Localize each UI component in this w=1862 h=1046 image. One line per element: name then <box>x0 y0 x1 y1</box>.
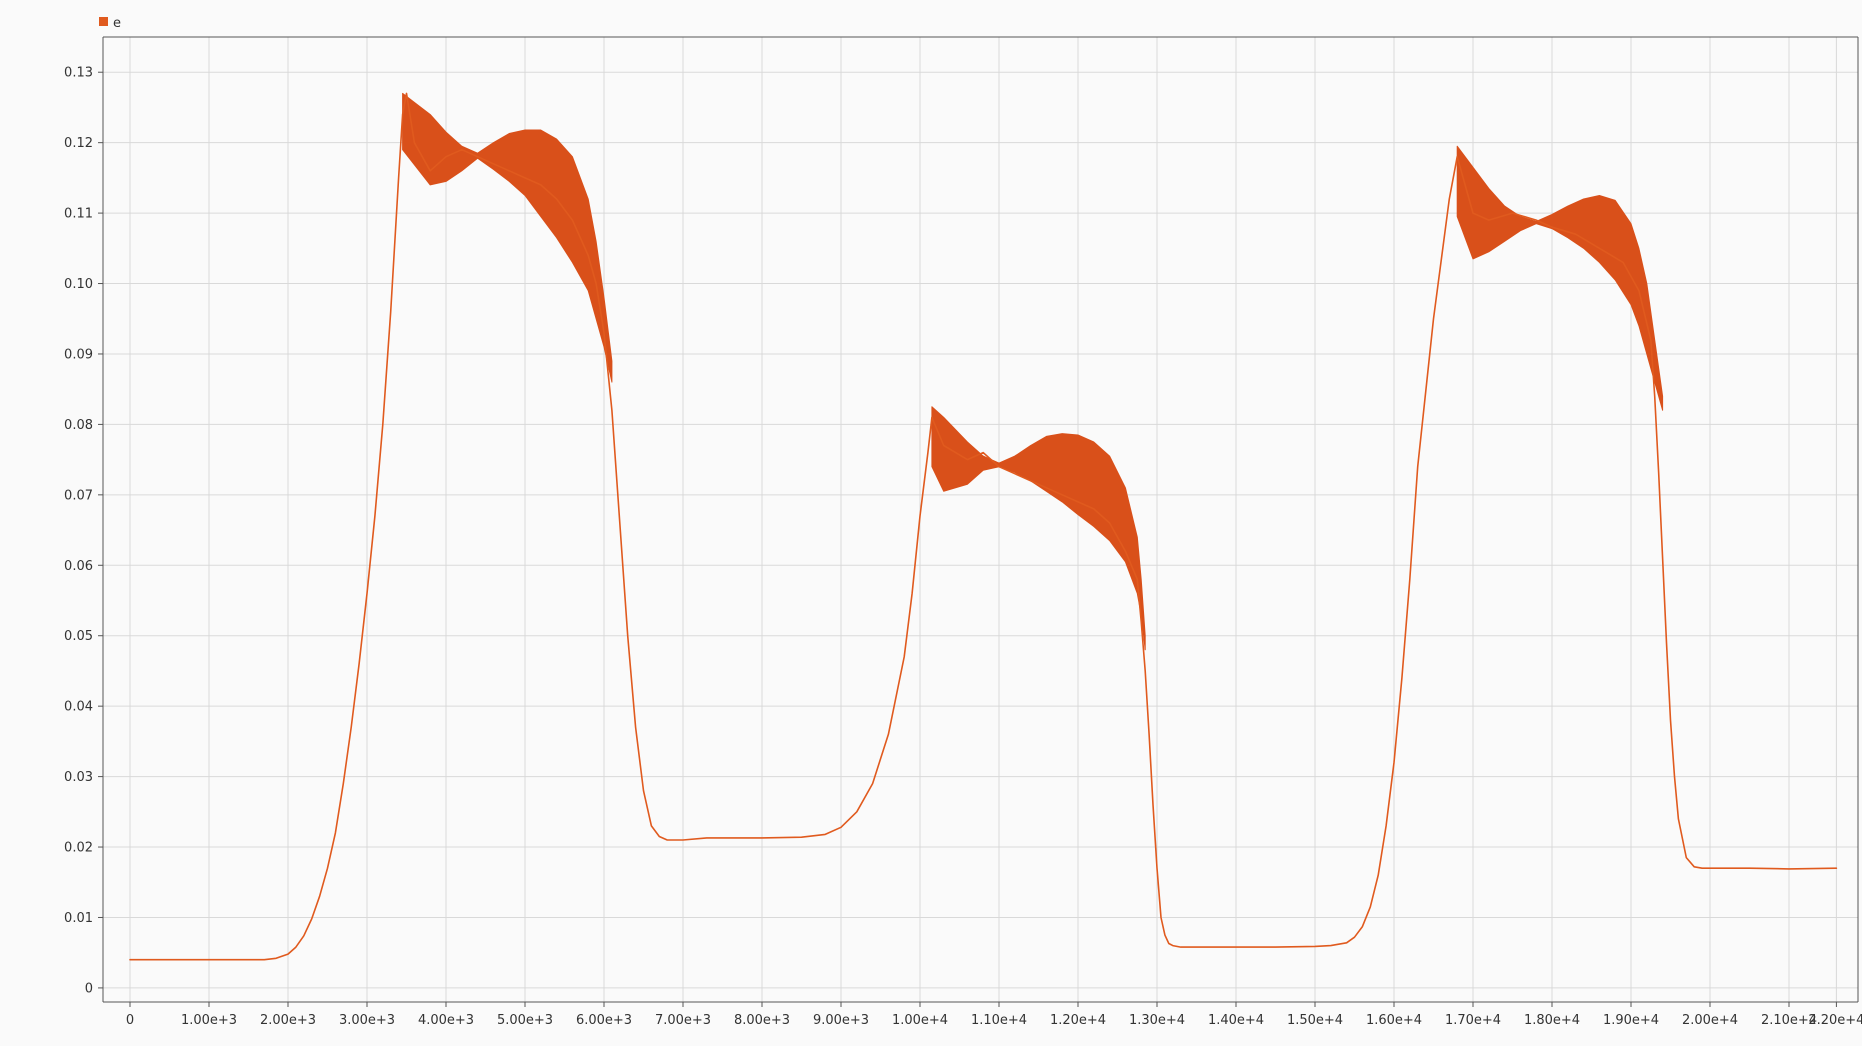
y-tick-label: 0.12 <box>64 136 93 151</box>
y-tick-label: 0.07 <box>64 488 93 503</box>
grid-lines <box>103 37 1858 1002</box>
oscillation-band-3 <box>1456 145 1664 411</box>
y-tick-label: 0.04 <box>64 700 93 715</box>
series-line-e <box>129 92 1838 961</box>
legend-label-e: e <box>113 16 121 31</box>
x-tick-label: 9.00e+3 <box>813 1013 869 1028</box>
x-tick-label: 2.00e+3 <box>260 1013 316 1028</box>
y-tick-label: 0 <box>85 981 93 996</box>
x-tick-label: 1.30e+4 <box>1129 1013 1185 1028</box>
x-tick-label: 4.00e+3 <box>418 1013 474 1028</box>
x-tick-label: 2.00e+4 <box>1682 1013 1738 1028</box>
x-tick-label: 1.60e+4 <box>1366 1013 1422 1028</box>
y-tick-label: 0.06 <box>64 559 93 574</box>
legend[interactable]: e <box>99 16 121 31</box>
x-tick-label: 1.00e+4 <box>892 1013 948 1028</box>
y-axis-ticks: 0 0.01 0.02 0.03 0.04 0.05 0.06 0.07 0.08 0.09 0.1… <box>64 66 103 996</box>
axes <box>102 36 1859 1003</box>
x-tick-label: 1.90e+4 <box>1603 1013 1659 1028</box>
y-tick-label: 0.02 <box>64 841 93 856</box>
x-tick-label: 3.00e+3 <box>339 1013 395 1028</box>
series-lines <box>129 92 1838 961</box>
x-tick-label: 6.00e+3 <box>576 1013 632 1028</box>
x-tick-label: 0 <box>126 1013 134 1028</box>
y-tick-label: 0.05 <box>64 629 93 644</box>
x-tick-label: 1.20e+4 <box>1050 1013 1106 1028</box>
x-tick-label: 1.00e+3 <box>181 1013 237 1028</box>
x-tick-label: 1.10e+4 <box>971 1013 1027 1028</box>
y-tick-label: 0.09 <box>64 347 93 362</box>
y-tick-label: 0.03 <box>64 770 93 785</box>
x-tick-label: 8.00e+3 <box>734 1013 790 1028</box>
y-tick-label: 0.08 <box>64 418 93 433</box>
x-tick-label: 1.80e+4 <box>1524 1013 1580 1028</box>
x-tick-label: 5.00e+3 <box>497 1013 553 1028</box>
y-tick-label: 0.11 <box>64 207 93 222</box>
x-tick-label: 1.70e+4 <box>1445 1013 1501 1028</box>
x-axis-ticks: 0 1.00e+3 2.00e+3 3.00e+3 4.00e+3 5.00e+3 6.00… <box>126 1002 1862 1028</box>
oscillation-bands <box>402 92 1664 651</box>
x-tick-label: 1.50e+4 <box>1287 1013 1343 1028</box>
y-tick-label: 0.13 <box>64 66 93 81</box>
legend-swatch <box>99 17 108 26</box>
x-tick-label: 2.20e+4 <box>1808 1013 1862 1028</box>
y-tick-label: 0.01 <box>64 911 93 926</box>
x-tick-label: 7.00e+3 <box>655 1013 711 1028</box>
x-tick-label: 2.10e+4 <box>1761 1013 1817 1028</box>
x-tick-label: 1.40e+4 <box>1208 1013 1264 1028</box>
y-tick-label: 0.10 <box>64 277 93 292</box>
oscillation-band-1 <box>402 92 613 383</box>
